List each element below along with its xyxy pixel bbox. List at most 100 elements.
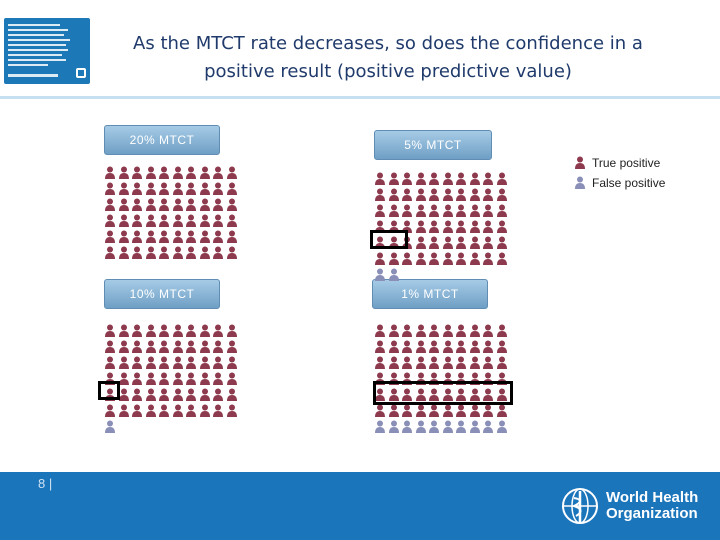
true-positive-person-icon xyxy=(415,252,426,265)
true-positive-person-icon xyxy=(429,252,439,265)
true-positive-person-icon xyxy=(172,388,183,401)
true-positive-person-icon xyxy=(483,324,493,337)
true-positive-person-icon xyxy=(186,198,196,211)
true-positive-person-icon xyxy=(226,388,237,401)
true-positive-person-icon xyxy=(172,214,183,227)
panel-label-10pct: 10% MTCT xyxy=(104,279,220,309)
true-positive-person-icon xyxy=(496,356,507,369)
true-positive-person-icon xyxy=(172,340,183,353)
true-positive-person-icon xyxy=(199,230,210,243)
true-positive-person-icon xyxy=(469,356,480,369)
true-positive-person-icon xyxy=(429,340,439,353)
true-positive-person-icon xyxy=(118,340,129,353)
false-positive-person-icon xyxy=(375,268,385,281)
true-positive-person-icon xyxy=(213,388,223,401)
false-positive-person-icon xyxy=(575,176,585,189)
true-positive-person-icon xyxy=(496,252,507,265)
true-positive-person-icon xyxy=(442,324,453,337)
true-positive-person-icon xyxy=(226,404,237,417)
false-positive-person-icon xyxy=(375,420,385,433)
true-positive-person-icon xyxy=(186,214,196,227)
true-positive-person-icon xyxy=(172,356,183,369)
true-positive-person-icon xyxy=(483,172,493,185)
true-positive-person-icon xyxy=(172,246,183,259)
false-positive-person-icon xyxy=(429,420,439,433)
false-positive-person-icon xyxy=(402,420,412,433)
true-positive-person-icon xyxy=(442,388,453,401)
true-positive-person-icon xyxy=(456,220,466,233)
true-positive-person-icon xyxy=(483,388,493,401)
true-positive-person-icon xyxy=(469,324,480,337)
false-positive-person-icon xyxy=(388,268,399,281)
true-positive-person-icon xyxy=(415,388,426,401)
true-positive-person-icon xyxy=(186,404,196,417)
true-positive-person-icon xyxy=(388,340,399,353)
true-positive-person-icon xyxy=(388,388,399,401)
true-positive-person-icon xyxy=(199,388,210,401)
true-positive-person-icon xyxy=(483,252,493,265)
true-positive-person-icon xyxy=(456,188,466,201)
true-positive-person-icon xyxy=(145,230,156,243)
title-line-2: positive result (positive predictive val… xyxy=(204,61,572,82)
true-positive-person-icon xyxy=(213,230,223,243)
true-positive-person-icon xyxy=(429,204,439,217)
legend-true-positive: True positive xyxy=(574,156,672,170)
true-positive-person-icon xyxy=(159,246,169,259)
true-positive-person-icon xyxy=(199,340,210,353)
true-positive-person-icon xyxy=(483,404,493,417)
true-positive-person-icon xyxy=(199,246,210,259)
true-positive-person-icon xyxy=(402,388,412,401)
false-positive-person-icon xyxy=(415,420,426,433)
true-positive-person-icon xyxy=(388,172,399,185)
true-positive-person-icon xyxy=(145,340,156,353)
true-positive-person-icon xyxy=(375,252,385,265)
true-positive-person-icon xyxy=(172,198,183,211)
true-positive-person-icon xyxy=(469,236,480,249)
true-positive-person-icon xyxy=(186,230,196,243)
true-positive-person-icon xyxy=(442,356,453,369)
false-positive-person-icon xyxy=(105,420,115,433)
true-positive-person-icon xyxy=(145,388,156,401)
true-positive-person-icon xyxy=(226,356,237,369)
true-positive-person-icon xyxy=(213,246,223,259)
true-positive-person-icon xyxy=(199,356,210,369)
true-positive-person-icon xyxy=(186,166,196,179)
true-positive-person-icon xyxy=(469,252,480,265)
true-positive-person-icon xyxy=(402,204,412,217)
true-positive-person-icon xyxy=(213,340,223,353)
true-positive-person-icon xyxy=(199,372,210,385)
who-text-line-2: Organization xyxy=(606,505,698,522)
true-positive-person-icon xyxy=(159,230,169,243)
true-positive-person-icon xyxy=(159,198,169,211)
true-positive-person-icon xyxy=(442,172,453,185)
true-positive-person-icon xyxy=(186,324,196,337)
true-positive-person-icon xyxy=(402,356,412,369)
true-positive-person-icon xyxy=(469,204,480,217)
true-positive-person-icon xyxy=(213,324,223,337)
true-positive-person-icon xyxy=(483,356,493,369)
true-positive-person-icon xyxy=(442,204,453,217)
true-positive-person-icon xyxy=(172,182,183,195)
true-positive-person-icon xyxy=(213,372,223,385)
true-positive-person-icon xyxy=(429,356,439,369)
true-positive-person-icon xyxy=(199,214,210,227)
slide-title: As the MTCT rate decreases, so does the … xyxy=(108,30,668,86)
true-positive-person-icon xyxy=(456,340,466,353)
true-positive-person-icon xyxy=(132,246,142,259)
true-positive-person-icon xyxy=(159,166,169,179)
who-logo: World Health Organization xyxy=(560,486,698,526)
true-positive-person-icon xyxy=(483,188,493,201)
true-positive-person-icon xyxy=(199,182,210,195)
true-positive-person-icon xyxy=(132,388,142,401)
true-positive-person-icon xyxy=(402,324,412,337)
false-positive-highlight-5pct xyxy=(370,230,408,249)
true-positive-person-icon xyxy=(105,166,115,179)
legend: True positive False positive xyxy=(574,156,672,196)
true-positive-person-icon xyxy=(415,236,426,249)
true-positive-person-icon xyxy=(375,340,385,353)
true-positive-person-icon xyxy=(105,404,115,417)
true-positive-person-icon xyxy=(213,404,223,417)
true-positive-person-icon xyxy=(145,404,156,417)
panel-label-20pct: 20% MTCT xyxy=(104,125,220,155)
title-line-1: As the MTCT rate decreases, so does the … xyxy=(133,33,643,54)
